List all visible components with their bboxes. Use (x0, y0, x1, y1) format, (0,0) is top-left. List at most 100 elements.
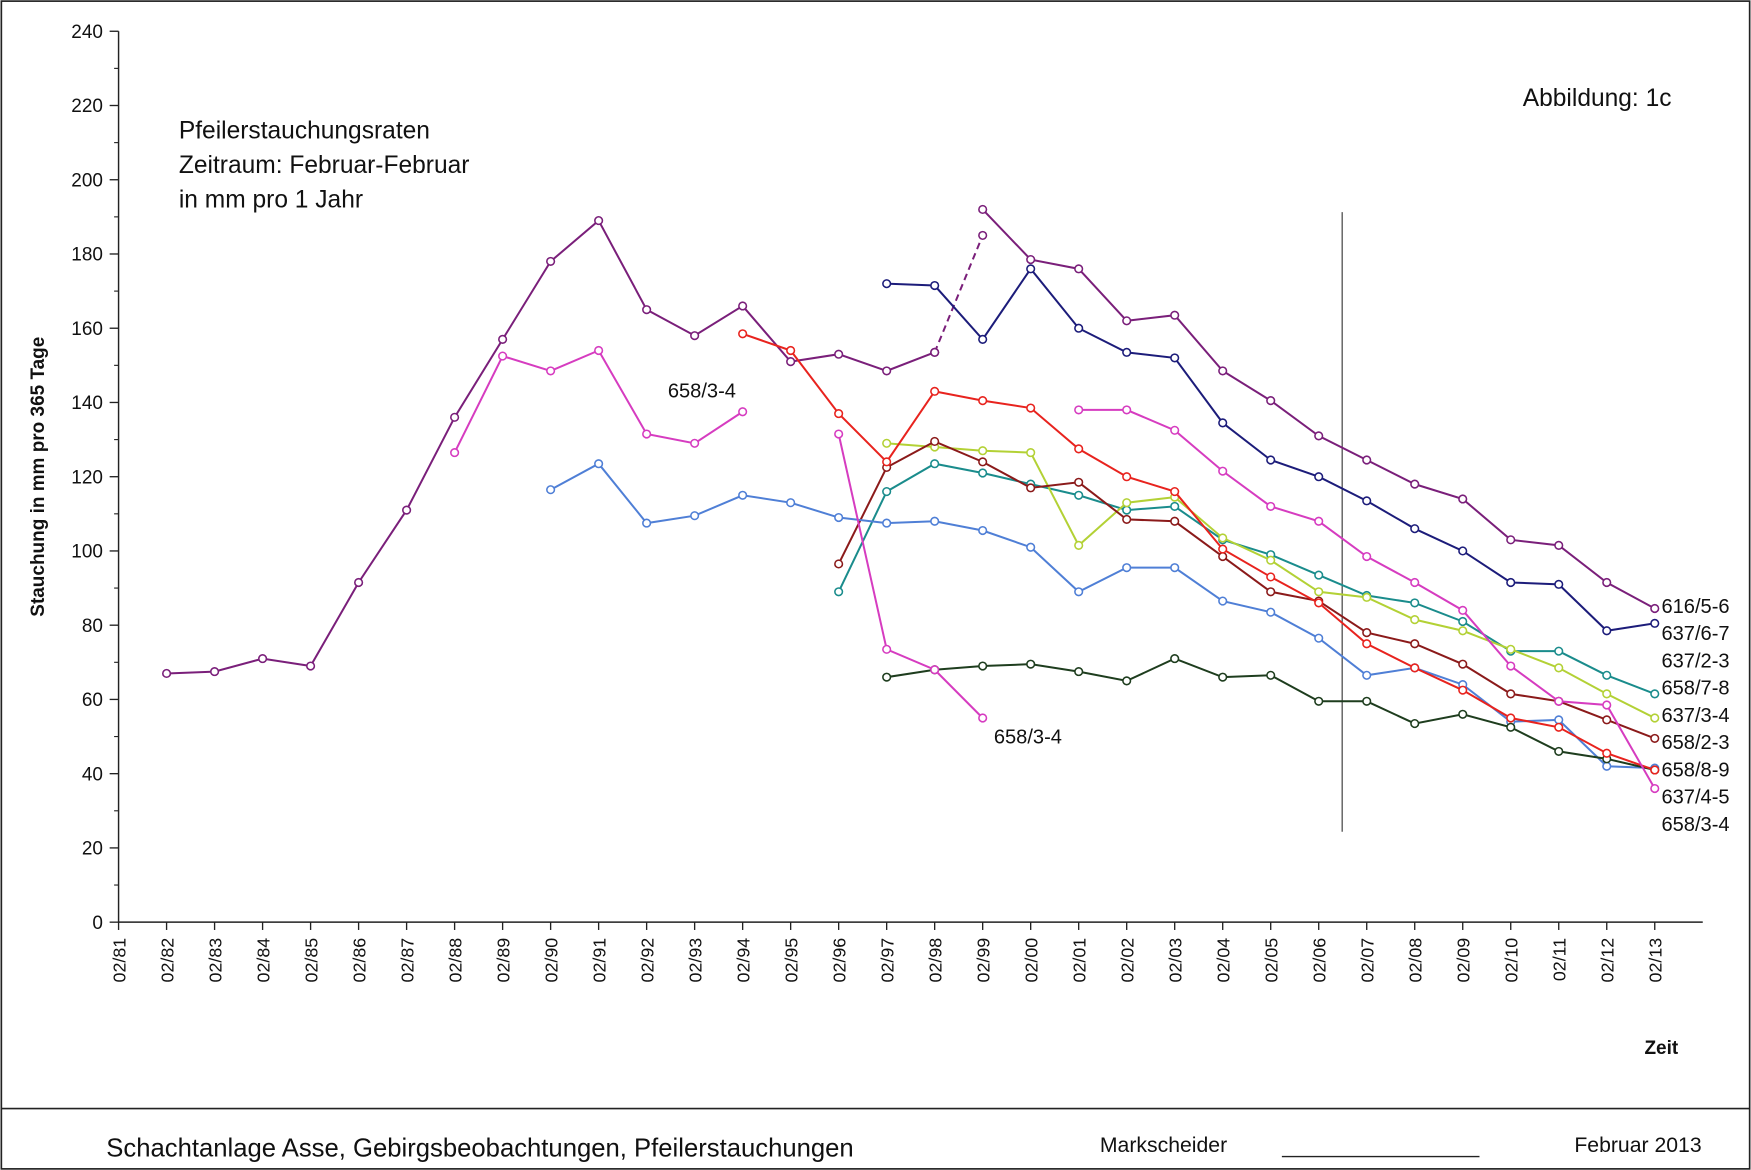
data-point (1410, 663, 1420, 673)
data-point (1506, 722, 1516, 732)
data-point (1410, 639, 1420, 649)
x-tick-label: 02/95 (781, 938, 801, 983)
data-point (1458, 685, 1468, 695)
data-point (546, 485, 556, 495)
x-tick-label: 02/82 (157, 938, 177, 983)
data-point (738, 490, 748, 500)
data-point (1314, 633, 1324, 643)
data-point (930, 459, 940, 469)
y-tick-label: 100 (71, 542, 103, 563)
data-point (1410, 524, 1420, 534)
data-point (1650, 713, 1660, 723)
x-tick-label: 02/01 (1069, 938, 1089, 983)
data-point (1218, 418, 1228, 428)
data-point (1362, 496, 1372, 506)
data-point (1122, 347, 1132, 357)
series-label: 616/5-6 (1661, 596, 1729, 618)
data-point (930, 386, 940, 396)
data-point (978, 396, 988, 406)
x-tick-label: 02/86 (349, 938, 369, 983)
data-point (450, 448, 460, 458)
data-point (498, 351, 508, 361)
data-point (1074, 264, 1084, 274)
data-point (1506, 535, 1516, 545)
data-point (1122, 563, 1132, 573)
plot-area: 0 20 40 60 80 100 120 140 160 180 200 220 240 02/81 02… (71, 22, 1729, 983)
data-point (306, 661, 316, 671)
data-point (1026, 403, 1036, 413)
series-label: 637/6-7 (1661, 623, 1729, 645)
data-point (1506, 577, 1516, 588)
data-point (882, 279, 892, 289)
data-point (354, 577, 364, 588)
series-label: 658/2-3 (1661, 732, 1729, 754)
x-tick-label: 02/83 (205, 938, 225, 983)
data-point (882, 366, 892, 376)
x-tick-label: 02/90 (541, 938, 561, 983)
data-point (1170, 516, 1180, 526)
data-point (690, 438, 700, 448)
data-point (1074, 490, 1084, 500)
data-point (1266, 607, 1276, 617)
data-point (978, 446, 988, 456)
data-point (1458, 709, 1468, 719)
y-tick-label: 20 (82, 839, 103, 860)
data-point (1218, 466, 1228, 476)
x-tick-label: 02/85 (301, 938, 321, 983)
y-tick-label: 140 (71, 393, 103, 414)
data-point (882, 486, 892, 497)
data-point (1314, 696, 1324, 706)
data-point (786, 345, 796, 356)
x-tick-label: 02/88 (445, 938, 465, 983)
series-line (742, 332, 1656, 771)
data-point (738, 329, 748, 339)
series-label: 637/2-3 (1661, 650, 1729, 672)
data-point (1554, 540, 1564, 550)
data-point (642, 305, 652, 315)
data-point (1218, 533, 1228, 543)
title-line: in mm pro 1 Jahr (179, 187, 363, 214)
annotation: 658/3-4 (668, 380, 736, 402)
series-label: 658/8-9 (1661, 759, 1729, 781)
data-point (1554, 715, 1564, 725)
data-point (1122, 405, 1132, 415)
data-point (1602, 761, 1612, 771)
x-tick-label: 02/97 (877, 938, 897, 983)
data-point (1026, 542, 1036, 552)
data-point (834, 429, 844, 439)
data-point (1410, 598, 1420, 608)
data-point (1266, 572, 1276, 582)
data-point (882, 457, 892, 467)
x-tick-label: 02/91 (589, 938, 609, 983)
data-point (978, 661, 988, 671)
data-point (1602, 626, 1612, 636)
data-point (1554, 646, 1564, 656)
data-point (1074, 587, 1084, 597)
data-point (1122, 505, 1132, 515)
data-point (1362, 670, 1372, 680)
data-point (1122, 316, 1132, 326)
data-point (1650, 603, 1660, 614)
data-point (1650, 618, 1660, 628)
y-axis-label: Stauchung in mm pro 365 Tage (28, 337, 49, 617)
data-point (1266, 555, 1276, 565)
data-point (1170, 353, 1180, 363)
data-point (930, 436, 940, 447)
x-tick-label: 02/04 (1213, 938, 1233, 983)
data-point (978, 713, 988, 723)
data-point (1554, 579, 1564, 589)
data-point (1026, 659, 1036, 669)
data-point (1266, 501, 1276, 511)
x-tick-label: 02/84 (253, 938, 273, 983)
data-point (1554, 746, 1564, 756)
x-tick-label: 02/94 (733, 938, 753, 983)
data-point (834, 587, 844, 597)
data-point (930, 347, 940, 357)
data-point (930, 665, 940, 675)
annotation: 658/3-4 (994, 727, 1062, 749)
x-tick-label: 02/11 (1549, 938, 1569, 981)
series-line (550, 462, 1655, 770)
series-line (837, 440, 1656, 740)
data-point (738, 407, 748, 417)
